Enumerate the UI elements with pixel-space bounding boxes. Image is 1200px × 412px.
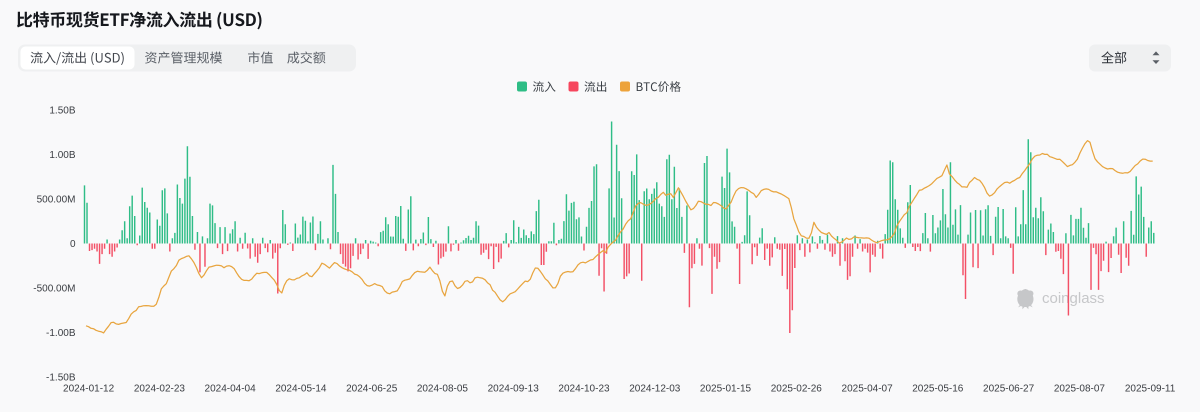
svg-text:2024-09-13: 2024-09-13 bbox=[488, 384, 540, 395]
svg-text:2024-10-23: 2024-10-23 bbox=[558, 384, 610, 395]
svg-text:2024-08-05: 2024-08-05 bbox=[417, 384, 469, 395]
svg-text:2025-06-27: 2025-06-27 bbox=[983, 384, 1035, 395]
svg-text:2025-02-26: 2025-02-26 bbox=[771, 384, 823, 395]
svg-text:2024-06-25: 2024-06-25 bbox=[346, 384, 398, 395]
svg-text:-1.50B: -1.50B bbox=[46, 373, 76, 384]
svg-text:1.50B: 1.50B bbox=[49, 106, 75, 117]
svg-text:2024-12-03: 2024-12-03 bbox=[629, 384, 681, 395]
svg-text:2025-08-07: 2025-08-07 bbox=[1054, 384, 1106, 395]
svg-text:-1.00B: -1.00B bbox=[46, 328, 76, 339]
svg-text:coinglass: coinglass bbox=[1042, 290, 1105, 307]
svg-text:2024-04-04: 2024-04-04 bbox=[205, 384, 257, 395]
svg-text:1.00B: 1.00B bbox=[49, 150, 75, 161]
svg-text:2024-01-12: 2024-01-12 bbox=[63, 384, 115, 395]
svg-text:-500.00M: -500.00M bbox=[33, 284, 75, 295]
svg-text:500.00M: 500.00M bbox=[37, 195, 76, 206]
svg-text:0: 0 bbox=[70, 239, 76, 250]
svg-text:2024-02-23: 2024-02-23 bbox=[134, 384, 186, 395]
svg-text:2025-04-07: 2025-04-07 bbox=[842, 384, 894, 395]
svg-text:2025-01-15: 2025-01-15 bbox=[700, 384, 752, 395]
svg-text:2024-05-14: 2024-05-14 bbox=[275, 384, 327, 395]
svg-text:2025-05-16: 2025-05-16 bbox=[912, 384, 964, 395]
svg-text:2025-09-11: 2025-09-11 bbox=[1125, 384, 1176, 395]
